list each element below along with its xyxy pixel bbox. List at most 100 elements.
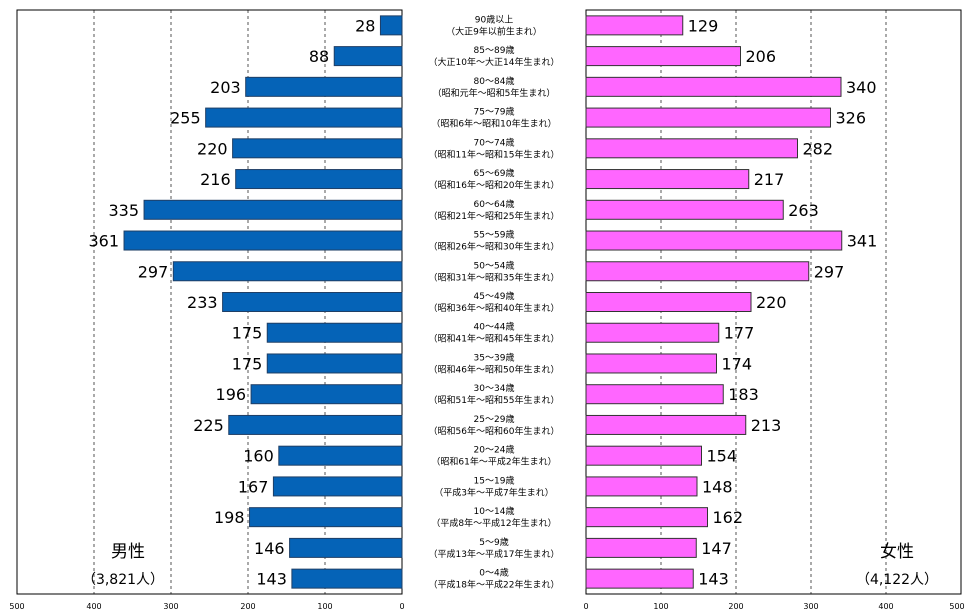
birth-era-label: （昭和6年～昭和10年生まれ） (431, 118, 556, 130)
female-value-label: 162 (713, 508, 744, 527)
male-axis-tick-label: 500 (9, 602, 24, 611)
female-series-label: 女性 (880, 542, 914, 562)
age-group-label: 85～89歳 (474, 44, 515, 56)
age-group-label: 90歳以上 (475, 13, 513, 25)
category-labels-layer: 90歳以上（大正9年以前生まれ） 85～89歳（大正10年～大正14年生まれ） 80… (429, 13, 560, 590)
female-value-label: 206 (746, 47, 777, 66)
male-value-label: 198 (214, 508, 245, 527)
female-bar (585, 292, 752, 312)
male-value-label: 175 (232, 324, 263, 343)
male-bar (249, 507, 403, 528)
birth-era-label: （平成8年～平成12年生まれ） (431, 517, 556, 529)
female-bar (585, 169, 750, 190)
bars-layer: 28 129 88 206 203 340 255 326 220 282 216 217 335 263… (88, 15, 877, 589)
female-axis-tick-label: 100 (653, 602, 668, 611)
male-value-label: 167 (238, 477, 269, 496)
male-value-label: 361 (88, 232, 119, 251)
age-group-label: 10～14歳 (474, 505, 515, 517)
male-bar (232, 138, 403, 159)
female-axis-tick-label: 400 (878, 602, 893, 611)
male-bar (379, 15, 403, 36)
age-group-label: 55～59歳 (474, 229, 515, 241)
male-bar (272, 476, 403, 497)
female-bar (585, 261, 810, 282)
birth-era-label: （大正10年～大正14年生まれ） (429, 56, 560, 68)
male-value-label: 220 (197, 139, 228, 158)
birth-era-label: （昭和21年～昭和25年生まれ） (429, 210, 560, 222)
male-value-label: 335 (109, 201, 140, 220)
female-value-label: 154 (707, 447, 738, 466)
male-bar (228, 414, 403, 435)
male-value-label: 196 (216, 385, 247, 404)
female-axis-tick-label: 300 (803, 602, 818, 611)
male-value-label: 143 (256, 570, 287, 589)
female-value-label: 297 (814, 262, 845, 281)
birth-era-label: （昭和36年～昭和40年生まれ） (429, 302, 560, 314)
male-value-label: 233 (187, 293, 218, 312)
age-group-label: 70～74歳 (474, 136, 515, 148)
female-value-label: 220 (756, 293, 787, 312)
female-axis-tick-label: 200 (728, 602, 743, 611)
male-bar (291, 568, 403, 589)
female-value-label: 213 (751, 416, 782, 435)
male-bar (123, 230, 403, 251)
age-group-label: 0～4歳 (479, 567, 508, 579)
birth-era-label: （昭和16年～昭和20年生まれ） (429, 179, 560, 191)
birth-era-label: （昭和41年～昭和45年生まれ） (429, 333, 560, 345)
male-value-label: 146 (254, 539, 285, 558)
age-group-label: 75～79歳 (474, 106, 515, 118)
male-bar (266, 322, 403, 343)
male-series-label: 男性 (111, 542, 145, 562)
age-group-label: 50～54歳 (474, 259, 515, 271)
male-bar (143, 199, 403, 220)
female-total-label: （4,122人） (856, 572, 938, 588)
male-bar (250, 384, 403, 405)
age-group-label: 25～29歳 (474, 413, 515, 425)
female-bar (585, 384, 724, 405)
female-value-label: 143 (698, 570, 729, 589)
birth-era-label: （昭和11年～昭和15年生まれ） (429, 148, 560, 160)
age-group-label: 65～69歳 (474, 167, 515, 179)
age-group-label: 15～19歳 (474, 474, 515, 486)
age-group-label: 80～84歳 (474, 75, 515, 87)
female-bar (585, 230, 843, 251)
male-bar (333, 46, 403, 67)
male-axis-tick-label: 0 (399, 602, 404, 611)
birth-era-label: （平成3年～平成7年生まれ） (434, 486, 553, 498)
female-value-label: 282 (803, 139, 834, 158)
female-bar (585, 507, 708, 528)
age-group-label: 60～64歳 (474, 198, 515, 210)
birth-era-label: （昭和61年～平成2年生まれ） (431, 456, 556, 468)
female-bar (585, 107, 831, 128)
female-value-label: 217 (754, 170, 785, 189)
birth-era-label: （昭和46年～昭和50年生まれ） (429, 363, 560, 375)
age-group-label: 35～39歳 (474, 351, 515, 363)
birth-era-label: （平成13年～平成17年生まれ） (429, 548, 560, 560)
male-bar (172, 261, 403, 282)
age-group-label: 40～44歳 (474, 321, 515, 333)
female-bar (585, 46, 741, 67)
female-value-label: 148 (702, 477, 733, 496)
male-axis-tick-label: 200 (240, 602, 255, 611)
male-bar (289, 537, 403, 558)
birth-era-label: （平成18年～平成22年生まれ） (429, 579, 560, 591)
female-value-label: 326 (836, 109, 867, 128)
male-value-label: 88 (309, 47, 329, 66)
female-bar (585, 414, 747, 435)
age-group-label: 30～34歳 (474, 382, 515, 394)
female-value-label: 174 (722, 354, 753, 373)
male-axis-tick-label: 100 (317, 602, 332, 611)
female-value-label: 183 (728, 385, 759, 404)
grid-layer (93, 10, 887, 594)
female-bar (585, 353, 717, 374)
male-value-label: 28 (355, 16, 375, 35)
age-group-label: 45～49歳 (474, 290, 515, 302)
male-axis-tick-label: 400 (86, 602, 101, 611)
birth-era-label: （昭和31年～昭和35年生まれ） (429, 271, 560, 283)
male-value-label: 160 (243, 447, 274, 466)
birth-era-label: （大正9年以前生まれ） (446, 25, 542, 37)
male-bar (278, 445, 403, 466)
female-value-label: 177 (724, 324, 755, 343)
male-bar (235, 169, 403, 190)
age-group-label: 20～24歳 (474, 444, 515, 456)
